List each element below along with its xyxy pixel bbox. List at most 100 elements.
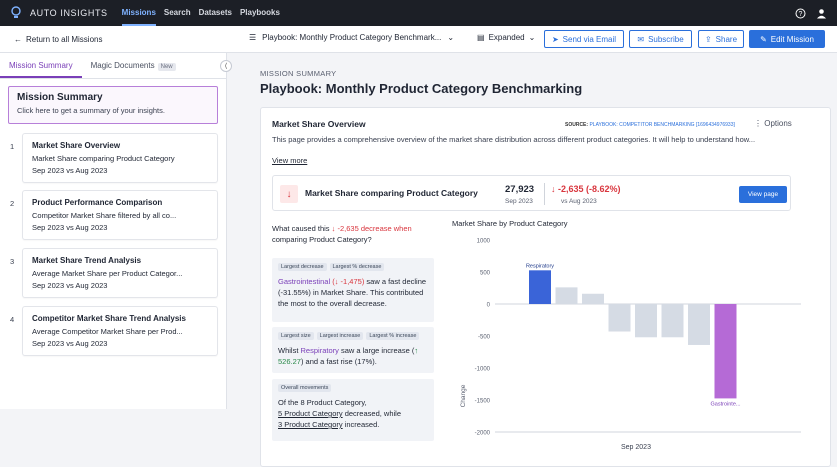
mission-item-date: Sep 2023 vs Aug 2023 [32, 339, 108, 348]
user-icon[interactable] [816, 8, 827, 19]
share-icon: ⇪ [704, 34, 712, 44]
increased-link[interactable]: 3 Product Category [278, 420, 343, 429]
chart-bar [529, 270, 551, 304]
question-text-2: comparing Product Category? [272, 235, 372, 244]
nav-playbooks[interactable]: Playbooks [239, 8, 280, 17]
chart-title: Market Share by Product Category [452, 220, 568, 228]
item-number: 3 [10, 257, 15, 266]
metric-change-value: -2,635 (-8.62%) [558, 184, 621, 194]
chart-y-label: Change [460, 384, 467, 407]
mission-item[interactable]: Competitor Market Share Trend Analysis A… [22, 306, 218, 356]
insight-tag: Largest size [278, 332, 314, 340]
mail-icon: ✉ [637, 34, 645, 44]
y-tick-label: 0 [487, 303, 491, 309]
share-button[interactable]: ⇪ Share [698, 30, 744, 48]
mission-item-title: Product Performance Comparison [32, 198, 163, 207]
source-link[interactable]: PLAYBOOK: COMPETITOR BENCHMARKING [16964… [589, 122, 735, 128]
options-menu[interactable]: ⋮ Options [754, 119, 792, 128]
item-number: 2 [10, 199, 15, 208]
view-page-button[interactable]: View page [739, 186, 787, 203]
insight-delta-value: 526.27 [278, 357, 301, 366]
nav-search[interactable]: Search [163, 8, 191, 17]
back-link[interactable]: ← Return to all Missions [14, 35, 102, 44]
source-prefix: SOURCE: [565, 122, 589, 128]
svg-text:?: ? [799, 11, 803, 18]
edit-mission-label: Edit Mission [770, 34, 814, 44]
insight-card: Market Share Overview SOURCE: PLAYBOOK: … [260, 107, 831, 467]
chart-bar [582, 293, 604, 304]
send-email-button[interactable]: ➤ Send via Email [544, 30, 624, 48]
arrow-left-icon: ← [14, 34, 22, 44]
nav-datasets[interactable]: Datasets [198, 8, 232, 17]
mission-item[interactable]: Market Share Trend Analysis Average Mark… [22, 248, 218, 298]
chevron-down-icon: ⌄ [447, 33, 455, 42]
playbook-selector[interactable]: ☰ Playbook: Monthly Product Category Ben… [249, 33, 454, 42]
metric-value: 27,923 [505, 184, 535, 195]
collapse-sidebar-icon[interactable]: ⟨ [220, 60, 232, 72]
insight-pre: Whilst [278, 346, 299, 355]
decreased-link[interactable]: 5 Product Category [278, 409, 343, 418]
tab-magic-documents[interactable]: Magic Documents New [82, 53, 185, 78]
sidebar-empty-area [0, 409, 227, 460]
insight-delta: ↑ 526.27 [278, 346, 419, 366]
new-badge: New [157, 63, 176, 71]
metric-row: ↓ Market Share comparing Product Categor… [272, 175, 791, 211]
app-brand: AUTO INSIGHTS [30, 8, 108, 18]
metric-name: Market Share comparing Product Category [305, 188, 478, 198]
view-more-link[interactable]: View more [272, 156, 308, 165]
y-tick-label: -2000 [475, 431, 491, 437]
mission-item-date: Sep 2023 vs Aug 2023 [32, 223, 108, 232]
view-mode-label: Expanded [488, 33, 525, 42]
mission-item[interactable]: Product Performance Comparison Competito… [22, 190, 218, 240]
insight-mid: decreased, while [344, 409, 402, 418]
mission-item-desc: Competitor Market Share filtered by all … [32, 211, 177, 220]
insight-box: Overall movements Of the 8 Product Categ… [272, 379, 434, 441]
question-red-icon: ↓ [331, 224, 336, 233]
mission-item-desc: Average Market Share per Product Categor… [32, 269, 183, 278]
chart-bar [714, 304, 737, 399]
chart-x-label: Sep 2023 [621, 444, 651, 451]
bar-data-label: Respiratory [526, 263, 554, 269]
mission-item-desc: Average Competitor Market Share per Prod… [32, 327, 183, 336]
edit-mission-button[interactable]: ✎ Edit Mission [749, 30, 825, 48]
chart-bar [608, 304, 631, 332]
page-kicker: MISSION SUMMARY [260, 69, 337, 78]
share-label: Share [715, 34, 738, 44]
metric-date: Sep 2023 [505, 198, 533, 205]
summary-subtitle: Click here to get a summary of your insi… [17, 106, 165, 115]
tab-mission-summary[interactable]: Mission Summary [0, 53, 82, 78]
send-email-label: Send via Email [562, 34, 617, 44]
card-description: This page provides a comprehensive overv… [272, 135, 756, 144]
sidebar-tabs: Mission Summary Magic Documents New ⟨ [0, 53, 232, 79]
send-icon: ➤ [551, 34, 559, 44]
insight-highlight[interactable]: Gastrointestinal [278, 277, 331, 286]
list-icon: ☰ [249, 33, 257, 42]
bar-data-label: Gastrointe... [711, 401, 741, 407]
mission-summary-card[interactable]: Mission Summary Click here to get a summ… [8, 86, 218, 124]
pencil-icon: ✎ [760, 34, 767, 44]
question-text: What caused this [272, 224, 330, 233]
lightbulb-logo-icon [8, 5, 24, 21]
subscribe-button[interactable]: ✉ Subscribe [629, 30, 692, 48]
chart-bar [688, 304, 710, 345]
layout-icon: ▤ [477, 33, 485, 42]
view-mode-selector[interactable]: ▤ Expanded ⌄ [477, 33, 535, 42]
mission-item[interactable]: Market Share Overview Market Share compa… [22, 133, 218, 183]
insight-mid: saw a large increase ( [340, 346, 415, 355]
card-title: Market Share Overview [272, 119, 366, 129]
metric-divider [544, 183, 545, 205]
insight-tag: Largest % increase [366, 332, 420, 340]
insight-tag: Overall movements [278, 384, 332, 392]
nav-missions[interactable]: Missions [121, 0, 156, 26]
playbook-label: Playbook: Monthly Product Category Bench… [262, 33, 442, 42]
y-tick-label: -1500 [475, 399, 491, 405]
insight-text: Of the 8 Product Category, 5 Product Cat… [278, 397, 428, 430]
source-label: SOURCE: PLAYBOOK: COMPETITOR BENCHMARKIN… [565, 122, 735, 128]
insight-body: saw a fast decline (-31.55%) in Market S… [278, 277, 427, 308]
mission-item-date: Sep 2023 vs Aug 2023 [32, 166, 108, 175]
insight-box: Largest size Largest increase Largest % … [272, 327, 434, 373]
page-title: Playbook: Monthly Product Category Bench… [260, 81, 583, 96]
y-tick-label: 500 [480, 271, 491, 277]
help-icon[interactable]: ? [795, 8, 806, 19]
insight-highlight[interactable]: Respiratory [300, 346, 339, 355]
